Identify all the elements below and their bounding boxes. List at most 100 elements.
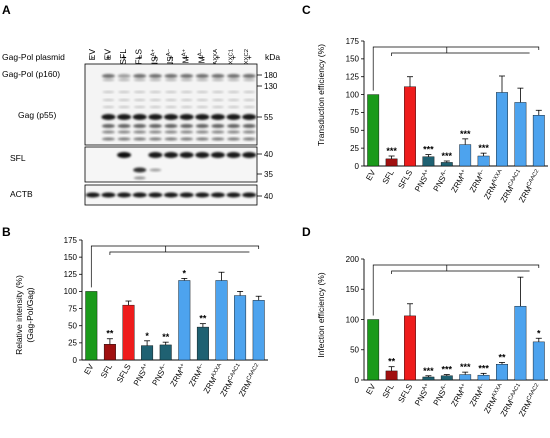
band-minor [180, 106, 193, 108]
band-gag-pol [227, 74, 241, 78]
band-gag-lower [117, 124, 131, 128]
panel-d-label: D [302, 225, 311, 239]
band-gag-lower [180, 124, 194, 128]
panel-c-ylabel: Transduction efficiency (%) [316, 44, 326, 146]
comparison-bracket [90, 245, 260, 288]
band-actb [210, 192, 225, 198]
band-gag-lower [180, 137, 194, 141]
y-tick-label: 175 [64, 236, 78, 245]
lane-label: SFLS [134, 49, 144, 71]
band-gag-p55 [164, 114, 178, 120]
band-gag-lower [195, 137, 209, 141]
y-tick-label: 150 [346, 285, 360, 294]
plasmid-sign: + [122, 52, 127, 62]
band-minor [133, 106, 146, 108]
significance-label: * [537, 328, 541, 338]
bar [532, 115, 545, 167]
band-minor [196, 91, 209, 93]
band-gag-pol-minor [243, 78, 256, 82]
bar [422, 156, 435, 167]
significance-label: ** [162, 332, 170, 342]
band-minor [149, 99, 162, 101]
band-gag-lower [227, 130, 241, 134]
category-label: SFL [381, 168, 396, 186]
band-minor [149, 91, 162, 93]
band-minor [227, 91, 240, 93]
band-gag-pol-minor [149, 78, 162, 82]
band-sfl [226, 152, 241, 158]
comparison-bracket [109, 251, 250, 255]
bar [440, 162, 453, 167]
bar [459, 144, 472, 167]
band-gag-pol-minor [196, 78, 209, 82]
band-actb [179, 192, 194, 198]
bar [477, 155, 490, 167]
band-gag-lower [117, 130, 131, 134]
band-minor [243, 99, 256, 101]
band-minor [149, 106, 162, 108]
band-gag-lower [101, 124, 115, 128]
bar [215, 280, 228, 361]
band-minor [118, 106, 131, 108]
significance-label: *** [478, 143, 489, 153]
y-tick-label: 50 [68, 322, 77, 331]
category-label: ZRMA+ [169, 363, 189, 389]
band-minor [180, 99, 193, 101]
band-gag-lower [180, 130, 194, 134]
band-minor [227, 106, 240, 108]
band-sfl [179, 152, 194, 158]
band-actb [226, 192, 241, 198]
y-tick-label: 150 [64, 253, 78, 262]
band-gag-lower [101, 137, 115, 141]
band-minor [102, 99, 115, 101]
band-minor [133, 99, 146, 101]
plasmid-sign: + [184, 52, 189, 62]
panel-a-label: A [2, 3, 11, 17]
band-minor [102, 91, 115, 93]
significance-label: ** [498, 352, 506, 362]
marker-40-actb: 40 [264, 192, 273, 201]
plasmid-sign: + [231, 52, 236, 62]
y-tick-label: 100 [346, 315, 360, 324]
band-actb [164, 192, 178, 198]
bar [404, 315, 416, 381]
band-minor [196, 99, 209, 101]
band-gag-p55 [179, 114, 194, 120]
band-gag-lower [242, 137, 256, 141]
band-minor [211, 99, 224, 101]
category-label: ZRMA+ [449, 169, 469, 195]
plasmid-sign: + [153, 52, 158, 62]
bar [514, 102, 527, 167]
band-gag-lower [227, 124, 241, 128]
row-label-gag-pol: Gag-Pol (p160) [2, 69, 60, 79]
y-tick-label: 100 [346, 90, 360, 99]
band-sfl [210, 152, 225, 158]
band-minor [165, 91, 177, 93]
y-tick-label: 200 [346, 255, 360, 264]
significance-label: *** [460, 362, 471, 372]
plasmid-sign: + [106, 52, 111, 62]
significance-label: *** [386, 146, 397, 156]
category-label: SFL [99, 362, 114, 380]
band-actb [195, 192, 210, 198]
bar [459, 374, 472, 381]
bar [367, 94, 380, 167]
category-label: ZRMCAAC2 [517, 383, 543, 419]
band-minor [196, 106, 209, 108]
significance-label: ** [199, 314, 207, 324]
band-minor [118, 99, 131, 101]
band-gag-pol-minor [118, 78, 131, 82]
band-actb [132, 192, 147, 198]
category-label: ZRMCAAC2 [517, 169, 543, 205]
plasmid-sign: - [91, 52, 94, 62]
row-label-gag: Gag (p55) [18, 110, 56, 120]
y-tick-label: 75 [350, 108, 359, 117]
band-gag-lower [211, 124, 225, 128]
plasmid-sign: + [215, 52, 220, 62]
y-tick-label: 0 [355, 376, 360, 385]
comparison-bracket [391, 270, 530, 274]
plasmid-sign: + [169, 52, 174, 62]
significance-label: *** [442, 365, 453, 375]
